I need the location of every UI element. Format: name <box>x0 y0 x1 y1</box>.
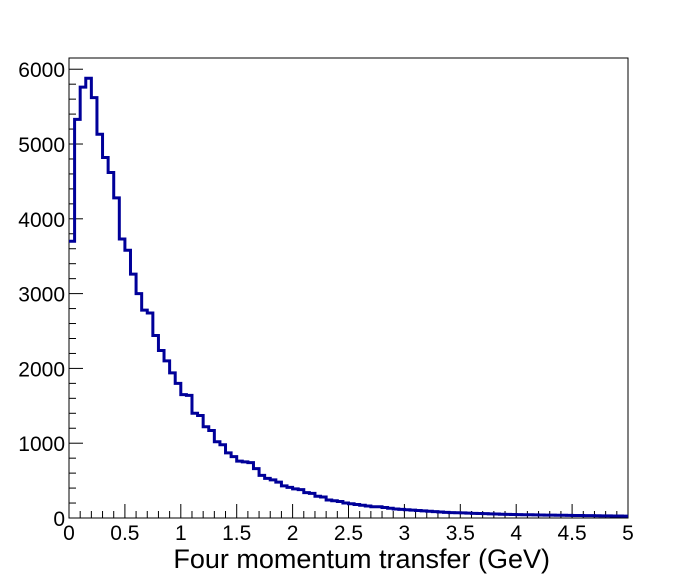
plot-frame <box>68 57 629 519</box>
y-tick-label: 2000 <box>18 358 65 381</box>
x-tick-label: 4.5 <box>557 522 586 545</box>
axis-tick-labels: 0 0.5 1 1.5 2 2.5 3 3.5 4 4.5 5 0 1000 2000 3000 4000 50… <box>18 59 634 545</box>
y-tick-label: 1000 <box>18 433 65 456</box>
y-tick-label: 0 <box>53 508 65 531</box>
y-tick-label: 6000 <box>18 59 65 82</box>
x-tick-label: 4 <box>510 522 522 545</box>
x-tick-label: 3 <box>399 522 411 545</box>
histogram-line <box>69 76 628 518</box>
x-tick-label: 5 <box>622 522 634 545</box>
y-tick-label: 4000 <box>18 209 65 232</box>
x-tick-label: 3.5 <box>446 522 475 545</box>
x-tick-label: 2.5 <box>334 522 363 545</box>
y-tick-label: 5000 <box>18 134 65 157</box>
x-tick-label: 1.5 <box>222 522 251 545</box>
x-tick-label: 1 <box>175 522 187 545</box>
x-tick-label: 0.5 <box>110 522 139 545</box>
x-tick-label: 2 <box>287 522 299 545</box>
axis-ticks <box>68 68 629 519</box>
x-axis-title: Four momentum transfer (GeV) <box>173 544 550 574</box>
x-tick-label: 0 <box>63 522 75 545</box>
y-tick-label: 3000 <box>18 284 65 307</box>
